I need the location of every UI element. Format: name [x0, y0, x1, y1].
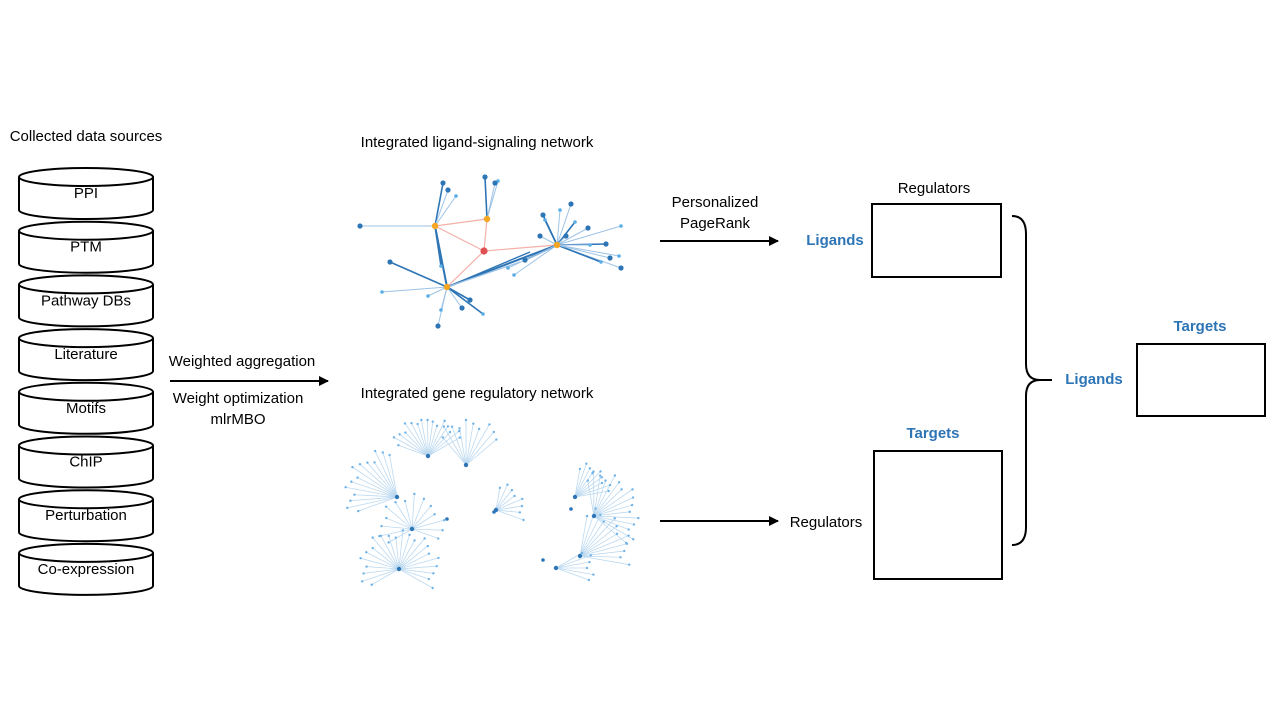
personalized-label: Personalized	[672, 194, 759, 211]
data-source-label: Perturbation	[45, 507, 127, 524]
data-source-label: PTM	[70, 239, 102, 256]
matrix-top-col-label: Regulators	[898, 180, 971, 197]
ligand-signaling-network-graphic	[357, 174, 624, 329]
data-source-cylinder: ChIP	[18, 435, 154, 489]
data-source-cylinder: Pathway DBs	[18, 274, 154, 328]
weight-optimization-label: Weight optimization	[173, 390, 304, 407]
gene-network-title: Integrated gene regulatory network	[361, 385, 594, 402]
combine-brace	[1011, 215, 1041, 546]
matrix-final-col-label: Targets	[1173, 318, 1226, 335]
matrix-bottom-row-label: Regulators	[790, 514, 863, 531]
gene-regulatory-network-graphic	[344, 418, 640, 590]
data-source-label: Co-expression	[38, 561, 135, 578]
matrix-top-row-label: Ligands	[806, 232, 864, 249]
data-source-label: Literature	[54, 346, 117, 363]
regulator-target-matrix	[873, 450, 1003, 580]
data-source-label: Motifs	[66, 400, 106, 417]
ligand-regulator-matrix	[871, 203, 1002, 278]
ligand-network-title: Integrated ligand-signaling network	[361, 134, 594, 151]
data-source-cylinder: Motifs	[18, 381, 154, 435]
data-sources-stack: PPI PTM Pathway DBs Literature Motifs ChIP Per…	[18, 167, 154, 596]
data-source-label: PPI	[74, 185, 98, 202]
sources-title: Collected data sources	[10, 128, 163, 145]
data-source-cylinder: PPI	[18, 167, 154, 220]
ligand-target-matrix	[1136, 343, 1266, 417]
matrix-bottom-col-label: Targets	[906, 425, 959, 442]
data-source-cylinder: Literature	[18, 328, 154, 382]
mlrmbo-label: mlrMBO	[211, 411, 266, 428]
data-source-cylinder: PTM	[18, 220, 154, 274]
data-source-cylinder: Co-expression	[18, 542, 154, 596]
data-source-label: ChIP	[69, 454, 102, 471]
data-source-cylinder: Perturbation	[18, 489, 154, 543]
weighted-aggregation-label: Weighted aggregation	[169, 353, 316, 370]
data-source-label: Pathway DBs	[41, 292, 131, 309]
pagerank-label: PageRank	[680, 215, 751, 232]
matrix-final-row-label: Ligands	[1065, 371, 1123, 388]
